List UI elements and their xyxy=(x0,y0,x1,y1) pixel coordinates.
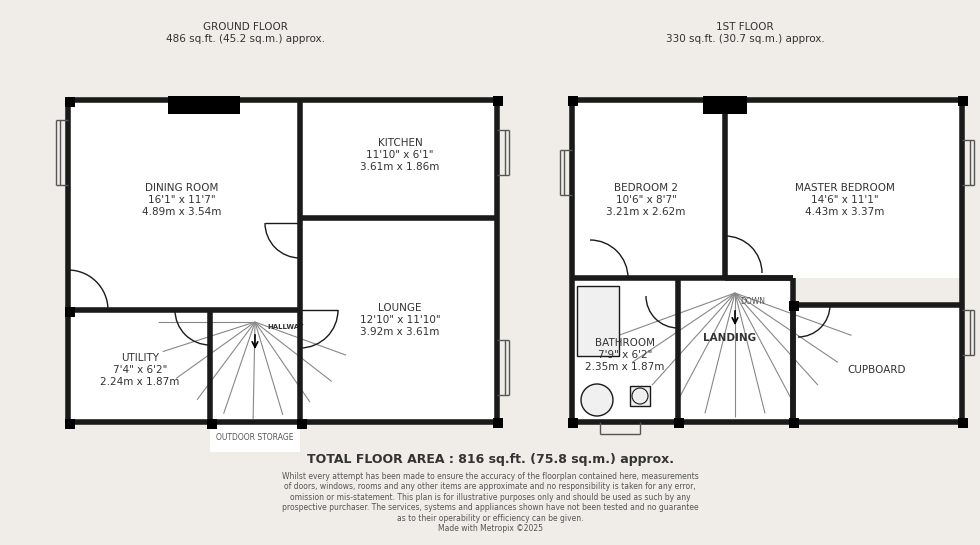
Bar xyxy=(577,286,619,356)
Text: LANDING: LANDING xyxy=(704,333,757,343)
Bar xyxy=(297,419,307,429)
Circle shape xyxy=(581,384,613,416)
Bar xyxy=(789,301,799,311)
Bar xyxy=(958,96,968,106)
Bar xyxy=(572,278,678,422)
Bar xyxy=(493,418,503,428)
Bar xyxy=(678,278,793,422)
Text: GROUND FLOOR
486 sq.ft. (45.2 sq.m.) approx.: GROUND FLOOR 486 sq.ft. (45.2 sq.m.) app… xyxy=(166,22,324,44)
Text: BATHROOM
7'9" x 6'2"
2.35m x 1.87m: BATHROOM 7'9" x 6'2" 2.35m x 1.87m xyxy=(585,338,664,372)
Bar xyxy=(65,419,75,429)
Text: DINING ROOM
16'1" x 11'7"
4.89m x 3.54m: DINING ROOM 16'1" x 11'7" 4.89m x 3.54m xyxy=(142,184,221,216)
Bar xyxy=(572,100,725,278)
Text: UTILITY
7'4" x 6'2"
2.24m x 1.87m: UTILITY 7'4" x 6'2" 2.24m x 1.87m xyxy=(100,353,179,386)
Bar xyxy=(300,100,497,218)
Text: OUTDOOR STORAGE: OUTDOOR STORAGE xyxy=(217,433,294,441)
Bar xyxy=(65,97,75,107)
Bar xyxy=(493,96,503,106)
Bar xyxy=(168,96,240,114)
Text: CUPBOARD: CUPBOARD xyxy=(848,365,907,375)
Bar xyxy=(300,218,497,422)
Bar xyxy=(68,100,300,310)
Bar xyxy=(210,310,300,422)
Text: Whilst every attempt has been made to ensure the accuracy of the floorplan conta: Whilst every attempt has been made to en… xyxy=(281,472,699,533)
Bar xyxy=(568,418,578,428)
Text: LOUNGE
12'10" x 11'10"
3.92m x 3.61m: LOUNGE 12'10" x 11'10" 3.92m x 3.61m xyxy=(360,304,440,337)
Bar xyxy=(68,310,210,422)
Bar xyxy=(65,307,75,317)
Circle shape xyxy=(632,388,648,404)
Bar xyxy=(674,418,684,428)
Bar xyxy=(703,96,747,114)
Bar xyxy=(789,418,799,428)
Bar xyxy=(725,100,962,278)
Bar xyxy=(210,422,300,452)
Text: MASTER BEDROOM
14'6" x 11'1"
4.43m x 3.37m: MASTER BEDROOM 14'6" x 11'1" 4.43m x 3.3… xyxy=(795,184,895,216)
Bar xyxy=(207,419,217,429)
Text: BEDROOM 2
10'6" x 8'7"
3.21m x 2.62m: BEDROOM 2 10'6" x 8'7" 3.21m x 2.62m xyxy=(607,184,686,216)
Bar xyxy=(793,305,962,422)
Text: HALLWAY: HALLWAY xyxy=(267,324,304,330)
Text: KITCHEN
11'10" x 6'1"
3.61m x 1.86m: KITCHEN 11'10" x 6'1" 3.61m x 1.86m xyxy=(361,138,440,172)
Bar xyxy=(958,418,968,428)
Bar xyxy=(630,386,650,406)
Text: DOWN: DOWN xyxy=(740,296,765,306)
Bar xyxy=(568,96,578,106)
Text: TOTAL FLOOR AREA : 816 sq.ft. (75.8 sq.m.) approx.: TOTAL FLOOR AREA : 816 sq.ft. (75.8 sq.m… xyxy=(307,453,673,466)
Text: 1ST FLOOR
330 sq.ft. (30.7 sq.m.) approx.: 1ST FLOOR 330 sq.ft. (30.7 sq.m.) approx… xyxy=(665,22,824,44)
